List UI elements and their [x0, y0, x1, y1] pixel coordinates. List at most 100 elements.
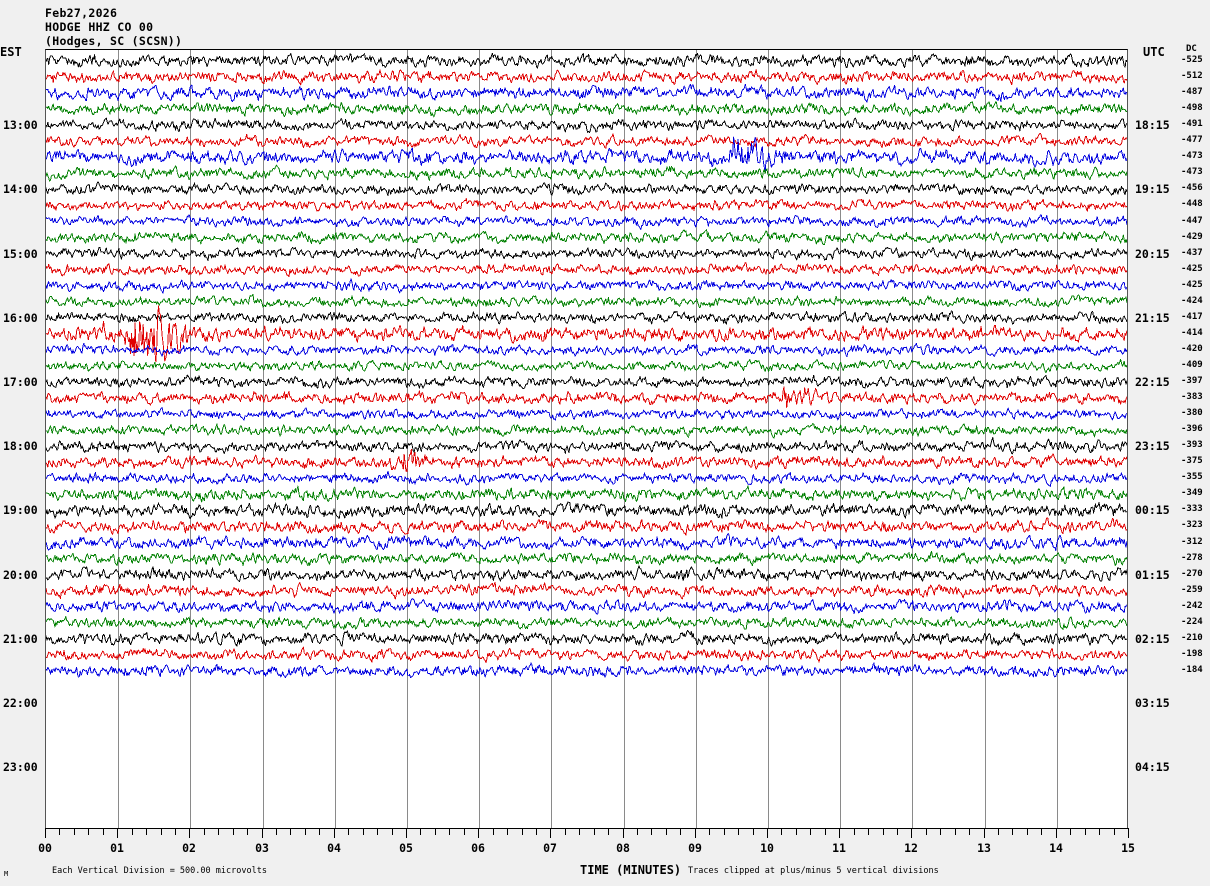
seismic-trace-30	[46, 532, 1127, 551]
seismic-trace-21	[46, 386, 1127, 409]
header-date: Feb27,2026	[45, 6, 118, 20]
seismic-trace-38	[46, 662, 1127, 679]
dc-column-caption: DC	[1186, 44, 1197, 54]
x-tick-label-01: 01	[110, 841, 124, 855]
x-tick-minor	[247, 829, 248, 835]
x-tick-minor	[969, 829, 970, 835]
est-time-label-1700: 17:00	[3, 375, 38, 389]
utc-time-label-1815: 18:15	[1135, 118, 1170, 133]
seismic-trace-29	[46, 517, 1127, 536]
seismic-trace-15	[46, 293, 1127, 308]
seismic-trace-33	[46, 581, 1127, 600]
x-tick-major-06	[478, 829, 479, 838]
dc-value-37: -198	[1181, 648, 1203, 659]
x-axis-line	[45, 828, 1129, 829]
est-time-label-1900: 19:00	[3, 503, 38, 518]
x-tick-minor	[1041, 829, 1042, 835]
seismogram-plot-area	[45, 49, 1128, 828]
gridline-minute-10	[768, 50, 769, 828]
dc-value-36: -210	[1181, 632, 1203, 643]
x-tick-minor	[74, 829, 75, 835]
x-tick-minor	[810, 829, 811, 835]
dc-value-20: -397	[1181, 376, 1203, 386]
x-tick-minor	[868, 829, 869, 835]
dc-value-3: -498	[1181, 103, 1203, 114]
x-tick-minor	[348, 829, 349, 835]
seismic-trace-3	[46, 101, 1127, 118]
x-tick-minor	[926, 829, 927, 835]
seismic-trace-37	[46, 646, 1127, 663]
dc-value-33: -259	[1181, 584, 1203, 595]
dc-value-23: -396	[1181, 424, 1203, 435]
x-tick-label-10: 10	[760, 841, 774, 855]
x-tick-major-08	[623, 829, 624, 838]
x-tick-label-03: 03	[255, 841, 269, 855]
dc-value-32: -270	[1181, 568, 1203, 579]
seismic-trace-6	[46, 136, 1127, 174]
seismic-trace-35	[46, 616, 1127, 630]
x-tick-minor	[319, 829, 320, 835]
x-tick-minor	[637, 829, 638, 835]
x-tick-minor	[608, 829, 609, 835]
x-tick-minor	[204, 829, 205, 835]
scale-note: Each Vertical Division = 500.00 microvol…	[52, 866, 267, 876]
seismic-trace-1	[46, 69, 1127, 86]
dc-value-9: -448	[1181, 199, 1203, 210]
seismic-trace-31	[46, 550, 1127, 567]
x-tick-minor	[88, 829, 89, 835]
x-tick-minor	[146, 829, 147, 835]
seismic-trace-8	[46, 181, 1127, 197]
x-tick-minor	[233, 829, 234, 835]
x-tick-minor	[796, 829, 797, 835]
seismic-trace-10	[46, 214, 1127, 230]
x-tick-minor	[825, 829, 826, 835]
x-tick-major-03	[262, 829, 263, 838]
x-tick-minor	[103, 829, 104, 835]
utc-time-label-2215: 22:15	[1135, 375, 1170, 389]
gridline-minute-08	[624, 50, 625, 828]
x-tick-minor	[753, 829, 754, 835]
dc-value-31: -278	[1181, 552, 1203, 563]
seismic-trace-34	[46, 598, 1127, 615]
seismic-trace-28	[46, 501, 1127, 520]
gridline-minute-05	[407, 50, 408, 828]
x-tick-minor	[449, 829, 450, 835]
x-tick-major-14	[1056, 829, 1057, 838]
gridline-minute-03	[263, 50, 264, 828]
utc-time-label-0315: 03:15	[1135, 696, 1170, 710]
seismic-trace-0	[46, 52, 1127, 69]
seismic-trace-36	[46, 629, 1127, 647]
x-tick-minor	[998, 829, 999, 835]
x-tick-minor	[1027, 829, 1028, 835]
x-tick-minor	[781, 829, 782, 835]
est-time-label-2100: 21:00	[3, 631, 38, 646]
est-time-label-2300: 23:00	[3, 760, 38, 775]
dc-value-19: -409	[1181, 359, 1203, 370]
x-tick-major-02	[189, 829, 190, 838]
dc-value-18: -420	[1181, 343, 1203, 354]
x-tick-label-05: 05	[399, 841, 413, 855]
x-tick-minor	[666, 829, 667, 835]
utc-time-label-2015: 20:15	[1135, 246, 1170, 261]
seismic-trace-17	[46, 305, 1127, 363]
x-tick-major-00	[45, 829, 46, 838]
x-tick-minor	[709, 829, 710, 835]
x-tick-minor	[507, 829, 508, 835]
x-tick-major-04	[334, 829, 335, 838]
est-time-label-2000: 20:00	[3, 567, 38, 582]
x-tick-minor	[738, 829, 739, 835]
x-tick-minor	[1085, 829, 1086, 835]
x-tick-label-00: 00	[38, 841, 52, 855]
seismic-trace-19	[46, 359, 1127, 374]
x-tick-minor	[493, 829, 494, 835]
corner-marker: M	[4, 870, 9, 878]
x-tick-major-15	[1128, 829, 1129, 838]
utc-time-label-2315: 23:15	[1135, 439, 1170, 454]
x-tick-label-06: 06	[471, 841, 485, 855]
dc-value-30: -312	[1181, 536, 1203, 547]
x-tick-minor	[565, 829, 566, 835]
seismic-trace-5	[46, 132, 1127, 149]
utc-time-label-2115: 21:15	[1135, 310, 1170, 325]
seismic-trace-23	[46, 423, 1127, 439]
seismic-trace-9	[46, 198, 1127, 212]
